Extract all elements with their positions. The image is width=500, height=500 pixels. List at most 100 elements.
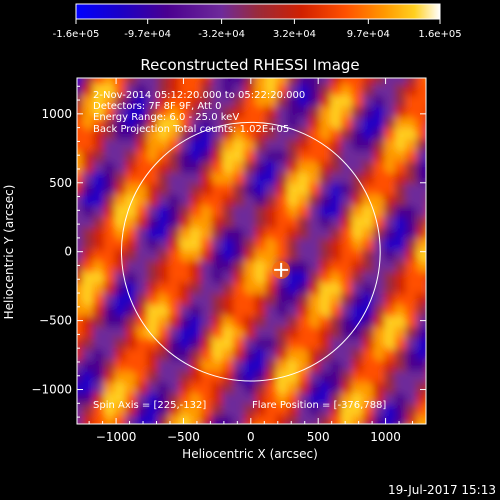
heatmap-cell (422, 127, 457, 167)
heatmap-cell (422, 116, 457, 156)
heatmap-cell (422, 160, 457, 200)
annotation-flare-position: Flare Position = [-376,788] (252, 400, 386, 411)
heatmap-cell (422, 369, 457, 409)
annotation-time-range: 2-Nov-2014 05:12:20.000 to 05:22:20.000 (93, 90, 305, 101)
annotation-energy-range: Energy Range: 6.0 - 25.0 keV (93, 112, 239, 123)
heatmap-cell (422, 94, 457, 134)
heatmap-cell (55, 425, 90, 465)
heatmap-cell (44, 226, 79, 266)
heatmap-cell (44, 270, 79, 310)
heatmap-cell (44, 204, 79, 244)
heatmap-cell (44, 425, 79, 465)
y-tick-label: 0 (64, 245, 72, 259)
annotation-method-counts: Back Projection Total counts: 1.02E+05 (93, 124, 289, 135)
heatmap-cell (44, 193, 79, 233)
heatmap-cell (422, 138, 457, 178)
heatmap-cell (422, 50, 457, 90)
heatmap-cell (411, 39, 446, 79)
y-tick-label: 1000 (41, 107, 72, 121)
colorbar-tick-label: -9.7e+04 (124, 29, 171, 40)
heatmap-cell (422, 215, 457, 255)
x-tick-label: −1000 (96, 430, 137, 444)
x-tick-label: 1000 (370, 430, 401, 444)
heatmap-cell (77, 39, 112, 79)
x-tick-label: 0 (247, 430, 255, 444)
heatmap-cell (44, 259, 79, 299)
heatmap-cell (422, 391, 457, 431)
heatmap-cell (44, 116, 79, 156)
heatmap-cell (389, 39, 424, 79)
annotation-detectors: Detectors: 7F 8F 9F, Att 0 (93, 101, 221, 112)
heatmap-cell (422, 204, 457, 244)
y-tick-label: −500 (39, 314, 72, 328)
heatmap-cell (44, 248, 79, 288)
heatmap-image (44, 39, 457, 465)
heatmap-cell (422, 281, 457, 321)
heatmap-cell (422, 292, 457, 332)
heatmap-cell (325, 425, 360, 465)
heatmap-cell (422, 193, 457, 233)
y-tick-label: 500 (49, 176, 72, 190)
heatmap-cell (44, 215, 79, 255)
heatmap-cell (422, 347, 457, 387)
heatmap-cell (44, 138, 79, 178)
colorbar: -1.6e+05 -9.7e+04 -3.2e+04 3.2e+04 9.7e+04 1.… (53, 3, 462, 40)
flare-marker (272, 260, 291, 279)
heatmap-cell (44, 402, 79, 442)
heatmap-cell (336, 425, 371, 465)
heatmap-cell (44, 127, 79, 167)
y-axis: −1000 −500 0 500 1000 (31, 85, 426, 418)
x-axis-label: Heliocentric X (arcsec) (182, 447, 318, 461)
heatmap-cell (98, 39, 133, 79)
heatmap-cell (88, 39, 123, 79)
solar-limb-circle (120, 121, 381, 382)
colorbar-tick-label: -1.6e+05 (53, 29, 100, 40)
heatmap-cell (422, 39, 457, 79)
heatmap-cell (44, 391, 79, 431)
annotations: 2-Nov-2014 05:12:20.000 to 05:22:20.000 … (93, 90, 386, 411)
colorbar-tick-label: 1.6e+05 (418, 29, 461, 40)
annotation-spin-axis: Spin Axis = [225,-132] (93, 400, 206, 411)
heatmap-cell (422, 72, 457, 112)
heatmap-cell (416, 78, 426, 97)
heatmap-cell (422, 259, 457, 299)
heatmap-cell (422, 61, 457, 101)
heatmap-cell (422, 171, 457, 211)
heatmap-cell (422, 83, 457, 123)
heatmap-cell (422, 336, 457, 376)
x-tick-label: 500 (307, 430, 330, 444)
heatmap-cell (109, 39, 144, 79)
heatmap-cell (422, 425, 457, 465)
heatmap-cell (422, 237, 457, 277)
plot-frame (76, 77, 427, 425)
heatmap-cell (422, 248, 457, 288)
heatmap-cell (422, 413, 457, 453)
footer-timestamp: 19-Jul-2017 15:13 (388, 483, 496, 497)
heatmap-cell (368, 39, 403, 79)
heatmap-cell (66, 39, 101, 79)
x-axis: −1000 −500 0 500 1000 (88, 78, 427, 444)
x-tick-label: −500 (167, 430, 200, 444)
heatmap-cell (55, 39, 90, 79)
heatmap-cell (379, 39, 414, 79)
heatmap-cell (44, 336, 79, 376)
heatmap-cell (422, 149, 457, 189)
heatmap-cell (44, 413, 79, 453)
heatmap-cell (422, 402, 457, 442)
heatmap-cell (411, 425, 446, 465)
colorbar-tick-label: -3.2e+04 (198, 29, 245, 40)
colorbar-gradient (75, 3, 441, 20)
heatmap-cell (422, 226, 457, 266)
heatmap-cell (44, 237, 79, 277)
colorbar-tick-label: 3.2e+04 (273, 29, 316, 40)
heatmap-cell (422, 358, 457, 398)
heatmap-cell (357, 39, 392, 79)
chart-title: Reconstructed RHESSI Image (140, 56, 359, 74)
heatmap-cell (400, 39, 435, 79)
y-axis-label: Heliocentric Y (arcsec) (2, 185, 16, 320)
heatmap-cell (422, 325, 457, 365)
heatmap-cell (422, 270, 457, 310)
heatmap-cell (44, 50, 79, 90)
heatmap-cell (400, 425, 435, 465)
heatmap-cell (422, 303, 457, 343)
